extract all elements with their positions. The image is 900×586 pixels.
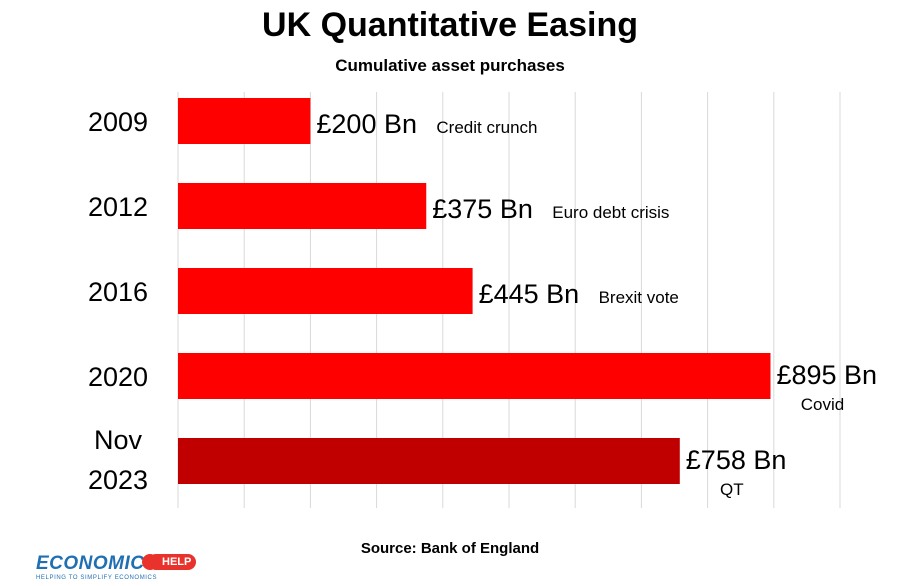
bar [178, 438, 680, 484]
source-note: Source: Bank of England [360, 540, 540, 557]
value-label: £375 Bn [432, 194, 533, 224]
category-label: 2012 [88, 192, 148, 222]
annotation-label: Credit crunch [436, 118, 537, 137]
bar [178, 353, 771, 399]
logo-name: ECONOMICS [36, 553, 158, 574]
value-label: £445 Bn [479, 279, 580, 309]
category-label: Nov 2023 [88, 425, 148, 495]
bar [178, 268, 473, 314]
category-label-line: 2023 [88, 465, 148, 495]
category-label-line: Nov [94, 425, 143, 455]
economics-help-logo: ECONOMICS HELP HELPING TO SIMPLIFY ECONO… [36, 553, 206, 583]
annotation-label: Covid [801, 395, 844, 414]
bar [178, 98, 311, 144]
logo-badge: HELP [141, 554, 197, 570]
annotation-label: Euro debt crisis [552, 203, 669, 222]
annotation-label: QT [720, 480, 744, 499]
chart-subtitle: Cumulative asset purchases [335, 56, 565, 75]
value-label: £758 Bn [686, 445, 787, 475]
value-label: £895 Bn [776, 360, 877, 390]
annotation-label: Brexit vote [599, 288, 679, 307]
category-label: 2016 [88, 277, 148, 307]
value-label: £200 Bn [316, 109, 417, 139]
category-label: 2009 [88, 107, 148, 137]
chart-title: UK Quantitative Easing [262, 6, 638, 44]
category-label: 2020 [88, 362, 148, 392]
bar [178, 183, 427, 229]
logo-tagline: HELPING TO SIMPLIFY ECONOMICS [36, 575, 158, 581]
